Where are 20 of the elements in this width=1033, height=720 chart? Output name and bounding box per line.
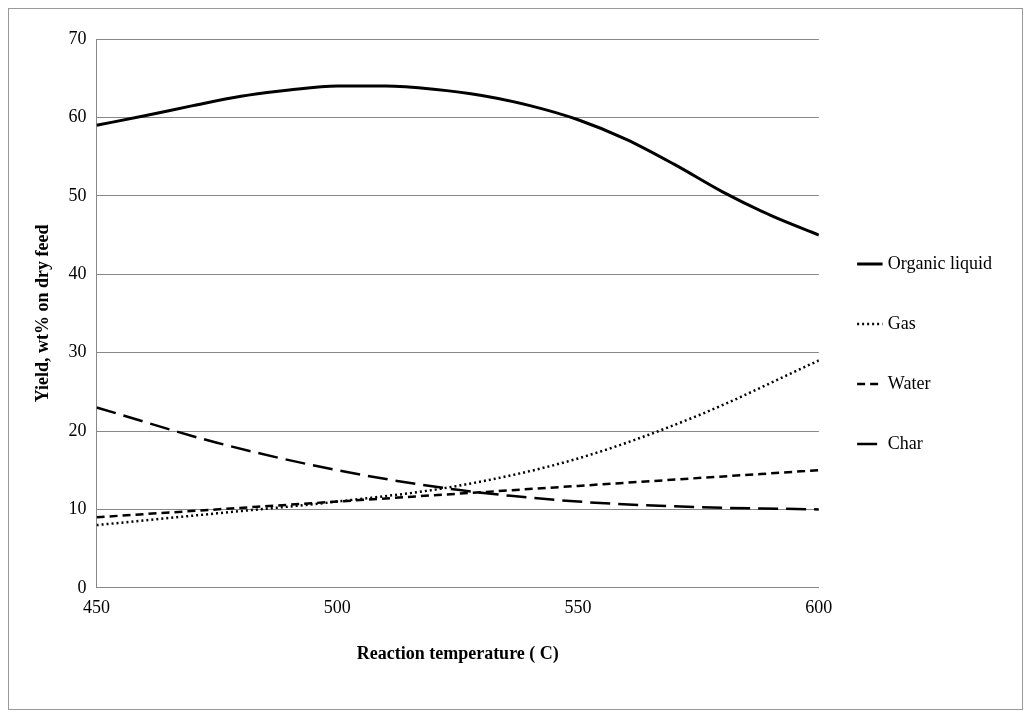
line-series (96, 359, 819, 527)
x-tick-label: 500 (323, 597, 351, 618)
y-tick-label: 50 (68, 184, 87, 205)
x-tick-label: 600 (805, 597, 833, 618)
line-series (96, 84, 819, 237)
legend-label: Char (887, 432, 923, 453)
legend-label: Organic liquid (887, 252, 993, 273)
y-tick-label: 70 (68, 27, 87, 48)
y-tick-label: 10 (68, 498, 87, 519)
x-axis-title: Reaction temperature ( C) (356, 642, 559, 664)
legend-label: Water (887, 372, 931, 393)
y-axis-title: Yield, wt% on dry feed (32, 224, 53, 403)
x-tick-label: 450 (83, 597, 111, 618)
legend-label: Gas (887, 312, 916, 333)
x-tick-label: 550 (564, 597, 592, 618)
y-tick-label: 40 (68, 262, 87, 283)
y-tick-label: 60 (68, 106, 87, 127)
y-tick-label: 30 (68, 341, 87, 362)
y-tick-label: 20 (68, 419, 87, 440)
y-tick-label: 0 (77, 576, 87, 597)
